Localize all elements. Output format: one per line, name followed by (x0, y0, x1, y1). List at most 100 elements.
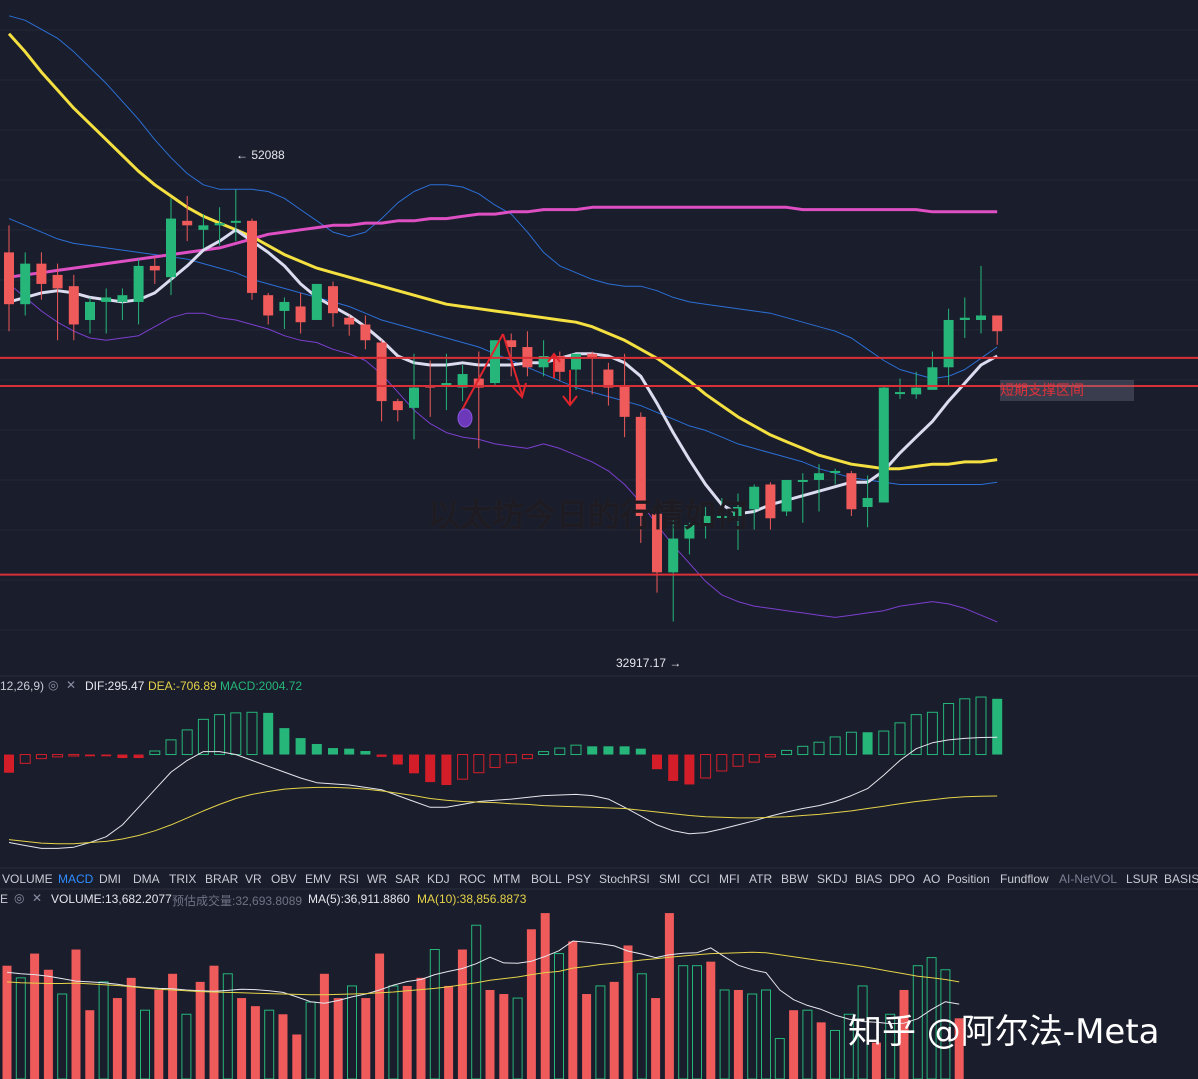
candle-body (198, 225, 209, 230)
support-zone-label: 短期支撑区间 (1000, 380, 1134, 401)
volume-bar (733, 989, 743, 1079)
volume-bar (678, 965, 689, 1079)
candle-body (781, 479, 792, 512)
volume-bar (706, 961, 716, 1079)
candle-body (344, 317, 355, 325)
candle-body (311, 283, 322, 320)
tab-emv[interactable]: EMV (305, 872, 332, 886)
gear-icon[interactable]: ◎ (14, 891, 25, 905)
tab-basis[interactable]: BASIS (1164, 872, 1198, 886)
tab-ao[interactable]: AO (923, 872, 941, 886)
volume-bar (857, 985, 868, 1079)
macd-histogram-bar (878, 730, 890, 756)
macd-histogram-bar (425, 754, 436, 783)
volume-bar (568, 941, 578, 1079)
support-lines (0, 356, 1198, 576)
volume-bar (154, 989, 164, 1079)
tab-atr[interactable]: ATR (749, 872, 773, 886)
volume-bar (209, 965, 219, 1079)
volume-bar (457, 949, 467, 1079)
tab-boll[interactable]: BOLL (531, 872, 562, 886)
macd-histogram-bar (764, 754, 776, 758)
tab-bbw[interactable]: BBW (781, 872, 809, 886)
volume-bar (278, 1014, 288, 1079)
macd-histogram-bar (197, 718, 209, 756)
volume-ma5: MA(5):36,911.8860 (308, 892, 410, 906)
tab-vr[interactable]: VR (245, 872, 262, 886)
macd-histogram-bar (975, 696, 987, 756)
tab-brar[interactable]: BRAR (205, 872, 239, 886)
tab-stochrsi[interactable]: StochRSI (599, 872, 650, 886)
tab-fundflow[interactable]: Fundflow (1000, 872, 1049, 886)
volume-bar (222, 973, 233, 1079)
tab-psy[interactable]: PSY (567, 872, 592, 886)
tab-position[interactable]: Position (947, 872, 990, 886)
tab-roc[interactable]: ROC (459, 872, 486, 886)
tab-dma[interactable]: DMA (133, 872, 160, 886)
volume-bar (816, 1022, 826, 1079)
volume-bar (112, 998, 122, 1079)
tab-macd[interactable]: MACD (58, 872, 94, 886)
macd-histogram-bar (587, 746, 598, 755)
tab-dpo[interactable]: DPO (889, 872, 916, 886)
volume-bar (609, 981, 619, 1079)
tab-lsur[interactable]: LSUR (1126, 872, 1159, 886)
macd-value: MACD:2004.72 (220, 679, 303, 693)
macd-histogram-bar (181, 729, 193, 756)
tab-ai-netvol[interactable]: AI-NetVOL (1059, 872, 1118, 886)
tab-bias[interactable]: BIAS (855, 872, 883, 886)
tab-trix[interactable]: TRIX (169, 872, 197, 886)
macd-histogram-bar (344, 748, 355, 755)
close-icon[interactable]: ✕ (66, 678, 77, 692)
candle-body (328, 286, 338, 314)
candle-body (182, 220, 193, 226)
candle-body (506, 340, 517, 348)
candle-body (911, 387, 922, 395)
candlestick-series (4, 189, 1003, 622)
volume-value: VOLUME:13,682.2077 (51, 892, 172, 906)
volume-bar (954, 1018, 964, 1079)
dif-line (8, 736, 998, 849)
candle-body (846, 473, 857, 510)
dea-value: DEA:-706.89 (148, 679, 217, 693)
macd-histogram-bar (943, 702, 955, 756)
candle-body (943, 319, 954, 368)
candle-body (376, 342, 387, 402)
candle-body (749, 486, 760, 510)
candle-body (166, 218, 176, 278)
volume-bar (512, 997, 523, 1079)
gear-icon[interactable]: ◎ (48, 678, 59, 692)
macd-histogram-bar (619, 746, 630, 755)
volume-bar (347, 985, 357, 1079)
candle-body (263, 295, 274, 316)
tab-obv[interactable]: OBV (271, 872, 297, 886)
volume-bar (664, 913, 674, 1079)
volume-bar (499, 994, 509, 1079)
tab-skdj[interactable]: SKDJ (817, 872, 848, 886)
tab-mtm[interactable]: MTM (493, 872, 521, 886)
candle-body (52, 274, 63, 289)
tab-mfi[interactable]: MFI (719, 872, 740, 886)
tab-kdj[interactable]: KDJ (427, 872, 450, 886)
volume-bar (899, 989, 909, 1079)
candle-body (895, 392, 905, 395)
tab-smi[interactable]: SMI (659, 872, 681, 886)
volume-bar (526, 929, 536, 1079)
tab-rsi[interactable]: RSI (339, 872, 360, 886)
arrow-head (511, 382, 527, 400)
volume-bar (802, 1009, 813, 1079)
candle-body (441, 383, 452, 386)
tab-wr[interactable]: WR (367, 872, 387, 886)
boll-lower-line (8, 283, 998, 623)
tab-cci[interactable]: CCI (689, 872, 710, 886)
tab-dmi[interactable]: DMI (99, 872, 121, 886)
predicted-volume: 预估成交量:32,693.8089 (172, 894, 303, 908)
candle-body (360, 324, 371, 341)
tab-sar[interactable]: SAR (395, 872, 420, 886)
tab-volume[interactable]: VOLUME (2, 872, 53, 886)
close-icon[interactable]: ✕ (32, 891, 43, 905)
circle-marker (457, 408, 473, 428)
candle-body (652, 513, 662, 573)
volume-bar (388, 985, 399, 1079)
